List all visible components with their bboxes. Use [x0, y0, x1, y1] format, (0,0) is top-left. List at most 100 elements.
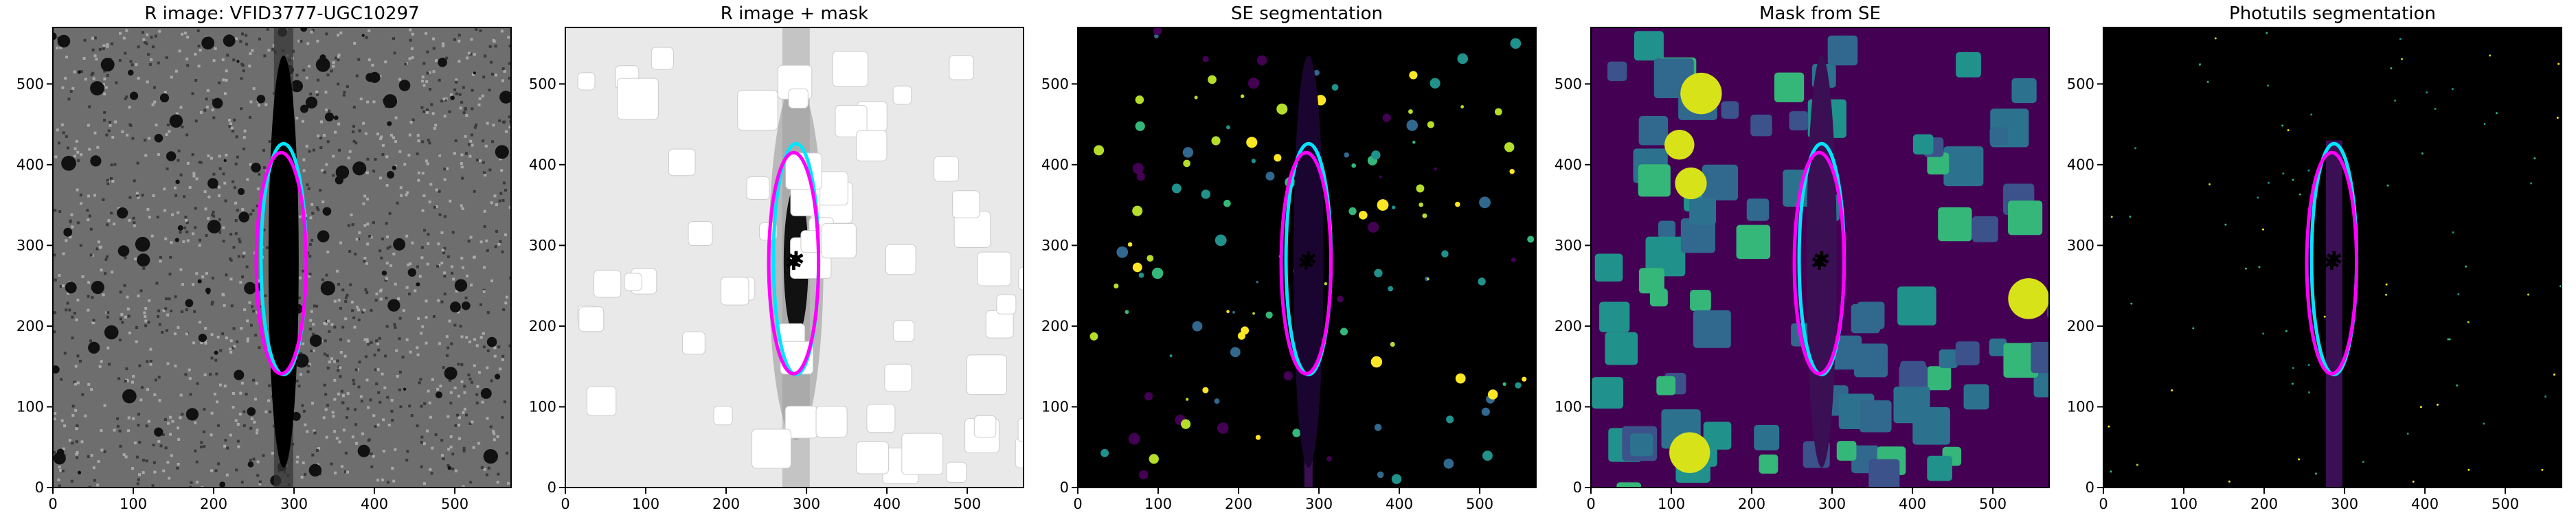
noise: [460, 153, 464, 157]
noise: [57, 478, 60, 481]
noise: [324, 322, 328, 325]
segment: [1340, 328, 1348, 336]
noise: [493, 438, 496, 442]
noise: [106, 182, 110, 185]
noise: [310, 203, 314, 206]
noise: [494, 45, 497, 48]
x-tick-label: 100: [1658, 496, 1685, 512]
star: [206, 290, 210, 295]
mask-box: [1759, 454, 1778, 474]
noise: [62, 447, 65, 450]
noise: [453, 88, 457, 91]
noise: [449, 435, 453, 439]
noise: [98, 47, 102, 51]
noise: [446, 167, 449, 170]
noise: [349, 283, 352, 286]
noise: [229, 350, 233, 354]
noise: [211, 213, 214, 216]
noise: [508, 126, 511, 129]
mask-box: [1989, 339, 2007, 356]
noise: [385, 325, 389, 328]
noise: [235, 468, 238, 472]
noise: [467, 240, 471, 243]
noise: [333, 430, 337, 433]
noise: [453, 386, 457, 389]
noise: [496, 481, 499, 484]
noise: [428, 401, 431, 404]
noise: [411, 56, 414, 59]
noise: [398, 150, 402, 153]
noise: [363, 308, 366, 312]
noise: [351, 435, 354, 439]
noise: [66, 301, 69, 305]
noise: [170, 241, 173, 244]
noise: [365, 291, 369, 295]
segment: [1136, 172, 1145, 181]
noise: [330, 69, 333, 73]
star: [100, 58, 115, 72]
noise: [302, 119, 305, 123]
noise: [421, 325, 425, 328]
noise: [74, 382, 78, 386]
star: [236, 60, 240, 63]
segment: [2206, 80, 2209, 83]
noise: [79, 359, 82, 363]
noise: [256, 428, 259, 432]
noise: [302, 269, 305, 273]
noise: [166, 362, 170, 365]
noise: [504, 301, 508, 305]
noise: [427, 389, 430, 393]
noise: [60, 123, 64, 126]
noise: [215, 185, 218, 189]
segment: [1527, 236, 1535, 243]
noise: [241, 208, 245, 211]
noise: [292, 49, 295, 53]
noise: [154, 378, 157, 382]
mask-box: [1897, 286, 1936, 325]
noise: [481, 400, 484, 404]
noise: [106, 43, 109, 47]
noise: [347, 339, 350, 343]
segment: [2399, 38, 2402, 41]
noise: [342, 428, 346, 432]
noise: [103, 69, 106, 73]
noise: [381, 372, 384, 376]
noise: [417, 139, 420, 143]
noise: [385, 155, 389, 159]
center-marker: ✱: [1811, 251, 1828, 275]
noise: [442, 457, 445, 461]
noise: [147, 420, 150, 423]
noise: [157, 153, 160, 157]
noise: [176, 466, 179, 470]
x-tick-label: 400: [873, 496, 901, 512]
noise: [258, 346, 261, 350]
mask-box: [1963, 384, 1989, 410]
noise: [462, 446, 466, 450]
noise: [490, 379, 493, 382]
noise: [183, 32, 187, 35]
star: [300, 27, 308, 32]
star: [499, 91, 511, 104]
noise: [79, 244, 82, 247]
noise: [166, 123, 170, 126]
noise: [355, 74, 359, 78]
mask-box: [1018, 266, 1024, 290]
noise: [465, 336, 468, 339]
noise: [341, 325, 345, 329]
noise: [92, 321, 95, 325]
noise: [162, 469, 166, 472]
segment: [2208, 183, 2211, 186]
noise: [437, 299, 440, 302]
star: [352, 161, 367, 176]
noise: [128, 196, 132, 199]
noise: [376, 368, 380, 371]
noise: [119, 32, 122, 35]
noise: [352, 124, 355, 128]
noise: [264, 294, 267, 297]
noise: [65, 56, 69, 59]
noise: [62, 131, 65, 135]
noise: [304, 472, 307, 476]
noise: [135, 455, 139, 459]
noise: [59, 468, 63, 472]
segment: [2457, 293, 2460, 295]
